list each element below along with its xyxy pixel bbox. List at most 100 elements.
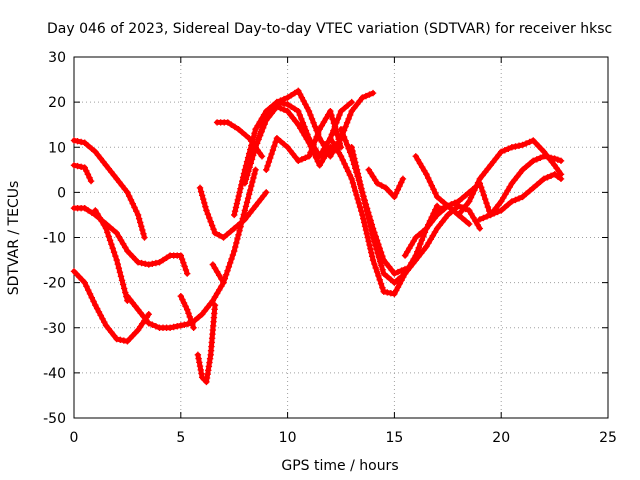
data-point (341, 104, 348, 112)
data-point (455, 211, 462, 219)
data-point (119, 281, 127, 288)
data-series (196, 184, 270, 241)
series-trace (359, 90, 376, 101)
data-point (467, 194, 475, 201)
data-point (195, 314, 202, 321)
data-point (506, 183, 513, 191)
data-point (383, 260, 390, 267)
data-point (448, 201, 455, 208)
data-point (431, 215, 438, 222)
data-point (369, 256, 377, 264)
data-series (70, 268, 152, 345)
data-point (460, 204, 468, 212)
data-point (245, 190, 253, 198)
data-series (70, 204, 191, 277)
data-point (259, 124, 267, 132)
data-point (145, 311, 152, 318)
data-point (409, 260, 417, 267)
data-point (501, 147, 508, 154)
data-point (476, 225, 484, 232)
data-point (243, 199, 251, 206)
data-point (284, 107, 291, 115)
data-point (412, 153, 419, 160)
data-point (223, 231, 231, 238)
data-point (352, 162, 360, 170)
data-point (423, 171, 430, 178)
data-point (366, 213, 373, 220)
data-point (530, 184, 537, 192)
data-series (476, 171, 565, 223)
data-point (331, 142, 338, 149)
data-point (179, 296, 186, 303)
data-point (296, 91, 304, 98)
data-point (125, 192, 133, 200)
data-point (425, 221, 433, 229)
data-point (250, 134, 257, 141)
data-point (249, 138, 256, 145)
data-point (196, 362, 204, 370)
data-point (224, 119, 231, 126)
data-point (356, 203, 364, 211)
data-point (328, 111, 335, 119)
data-point (92, 148, 99, 155)
data-point (198, 192, 206, 199)
data-point (271, 106, 278, 114)
data-point (439, 218, 446, 225)
data-point (526, 160, 533, 167)
data-point (122, 289, 129, 296)
data-point (100, 221, 108, 229)
data-point (471, 186, 478, 194)
data-point (187, 317, 195, 324)
data-point (373, 268, 381, 276)
x-tick-label: 25 (599, 430, 617, 446)
data-point (280, 141, 288, 148)
data-point (343, 141, 351, 148)
data-point (88, 294, 95, 301)
data-point (476, 175, 484, 183)
data-point (255, 136, 262, 143)
data-point (197, 188, 205, 195)
data-point (138, 259, 145, 267)
data-point (204, 304, 211, 311)
data-point (236, 227, 243, 234)
data-point (170, 323, 177, 331)
data-point (222, 271, 230, 278)
data-point (416, 231, 423, 238)
data-point (307, 149, 314, 156)
data-point (100, 158, 107, 166)
data-point (350, 183, 358, 191)
data-point (504, 187, 511, 194)
data-point (225, 263, 233, 271)
data-point (318, 149, 325, 156)
data-point (484, 165, 492, 172)
data-point (216, 232, 223, 239)
data-point (70, 137, 78, 144)
data-point (359, 189, 366, 196)
data-point (292, 154, 299, 161)
data-point (291, 105, 298, 113)
data-point (177, 292, 184, 300)
data-point (425, 174, 432, 182)
data-point (299, 128, 306, 136)
data-point (239, 215, 246, 222)
data-point (522, 190, 530, 198)
data-point (85, 207, 92, 214)
data-point (417, 240, 424, 248)
data-point (385, 187, 392, 195)
data-point (356, 97, 363, 105)
data-point (201, 307, 209, 315)
data-point (519, 166, 526, 174)
data-point (142, 316, 150, 324)
data-point (181, 263, 188, 270)
data-point (234, 196, 241, 204)
data-point (248, 142, 255, 149)
data-point (384, 289, 391, 296)
data-point (353, 101, 361, 108)
x-tick-label: 10 (279, 430, 297, 446)
data-point (479, 172, 486, 179)
data-point (472, 218, 479, 225)
data-point (344, 101, 352, 109)
data-series (70, 162, 95, 185)
x-tick-label: 20 (492, 430, 510, 446)
data-point (134, 211, 142, 219)
